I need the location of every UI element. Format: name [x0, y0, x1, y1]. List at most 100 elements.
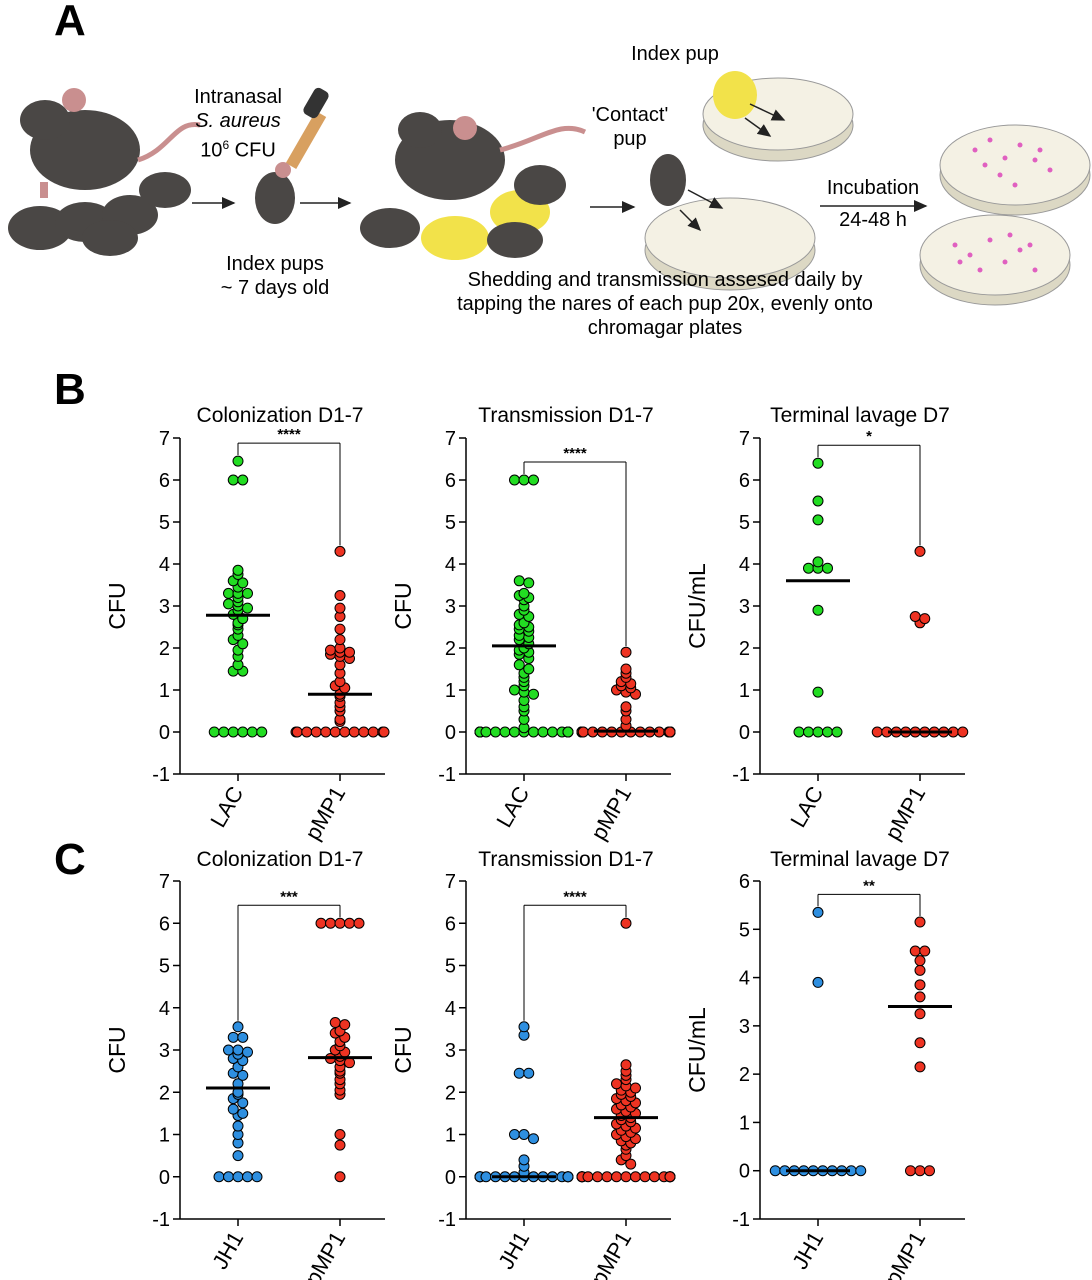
data-point — [334, 623, 346, 635]
y-tick-label: -1 — [732, 1209, 750, 1231]
data-point — [344, 1057, 355, 1069]
data-point — [914, 1061, 926, 1073]
colony-mark — [977, 267, 983, 273]
data-point — [334, 545, 346, 557]
data-point — [315, 917, 327, 929]
data-point — [237, 1107, 249, 1119]
colony-mark — [987, 137, 993, 143]
y-tick-label: 2 — [445, 638, 456, 660]
data-point — [812, 726, 824, 738]
data-point — [325, 644, 336, 656]
y-tick-label: -1 — [152, 764, 170, 786]
data-point — [237, 474, 249, 486]
colony-mark — [957, 259, 963, 265]
data-point — [227, 474, 239, 486]
data-point — [537, 726, 549, 738]
significance-stars: * — [866, 428, 872, 445]
data-point — [822, 726, 833, 738]
data-point — [620, 1171, 632, 1183]
data-point — [592, 1171, 603, 1183]
data-point — [601, 1171, 613, 1183]
y-tick-label: 3 — [739, 1016, 750, 1038]
data-point — [812, 514, 824, 526]
data-point — [812, 604, 824, 616]
route-label: Intranasal S. aureus 106 CFU — [178, 85, 298, 163]
data-point — [232, 1021, 244, 1033]
significance-stars: **** — [563, 888, 587, 905]
x-tick-label: pMP1 — [586, 1227, 636, 1280]
data-point — [242, 1046, 253, 1058]
data-point — [664, 726, 676, 738]
data-point — [242, 1171, 253, 1183]
data-point — [242, 602, 253, 614]
y-tick-label: 1 — [445, 680, 456, 702]
contact-pup-label: 'Contact' pup — [580, 103, 680, 151]
data-point — [909, 945, 921, 957]
y-tick-label: 3 — [445, 1040, 456, 1062]
data-point — [513, 575, 525, 587]
colony-mark — [1012, 182, 1018, 188]
data-point — [914, 916, 926, 928]
data-point — [223, 1044, 234, 1056]
significance-stars: ** — [863, 877, 875, 894]
data-point — [630, 1171, 641, 1183]
x-tick-label: JH1 — [787, 1227, 828, 1273]
significance-stars: **** — [563, 445, 587, 462]
data-point — [871, 726, 883, 738]
y-tick-label: 3 — [445, 596, 456, 618]
x-tick-label: LAC — [205, 782, 248, 832]
data-point — [232, 564, 244, 576]
colony-mark — [1032, 267, 1038, 273]
data-point — [914, 955, 926, 967]
panel-a-label: A — [54, 0, 86, 45]
route-line-2: S. aureus — [195, 110, 281, 132]
data-point — [490, 726, 501, 738]
data-point — [611, 1171, 622, 1183]
dose-unit: CFU — [229, 139, 276, 162]
data-point — [213, 1171, 225, 1183]
data-point — [232, 1120, 244, 1132]
data-point — [528, 474, 539, 486]
panel-b-label: B — [54, 365, 86, 414]
y-tick-label: -1 — [732, 764, 750, 786]
data-point — [246, 726, 258, 738]
colony-mark — [972, 147, 978, 153]
chart-2: Transmission D1-7 -1 0 1 2 3 4 5 6 7 CFU LAC pMP1 ***… — [390, 404, 676, 844]
index-pup-label: Index pup — [631, 43, 719, 65]
data-point — [630, 1082, 641, 1094]
data-point — [480, 726, 492, 738]
data-point — [237, 1069, 249, 1081]
data-point — [237, 638, 249, 650]
index-pup-icon — [255, 162, 295, 224]
data-point — [528, 726, 539, 738]
data-point — [909, 611, 921, 622]
data-point — [914, 545, 926, 557]
data-point — [562, 1171, 574, 1183]
colony-mark — [1037, 147, 1043, 153]
data-point — [620, 663, 632, 675]
y-tick-label: 7 — [739, 428, 750, 450]
y-tick-label: 5 — [739, 512, 750, 534]
y-tick-label: 6 — [739, 470, 750, 492]
y-tick-label: 7 — [445, 428, 456, 450]
data-point — [353, 917, 365, 929]
y-tick-label: 6 — [445, 470, 456, 492]
x-tick-label: pMP1 — [880, 1227, 930, 1280]
data-point — [518, 1129, 530, 1140]
y-axis-label: CFU — [390, 1026, 416, 1073]
data-point — [914, 964, 926, 976]
data-point — [242, 587, 253, 599]
y-tick-label: 0 — [445, 722, 456, 744]
y-tick-label: 2 — [159, 638, 170, 660]
data-point — [237, 1031, 249, 1043]
data-point — [649, 1171, 660, 1183]
data-point — [378, 726, 390, 738]
data-point — [905, 1165, 916, 1177]
x-tick-label: pMP1 — [586, 782, 636, 844]
y-tick-label: 1 — [159, 680, 170, 702]
pipette-icon — [285, 87, 329, 169]
y-tick-label: 4 — [445, 554, 456, 576]
incubated-plates-icon — [919, 124, 1091, 306]
data-point — [523, 663, 535, 675]
colony-mark — [1002, 259, 1008, 265]
